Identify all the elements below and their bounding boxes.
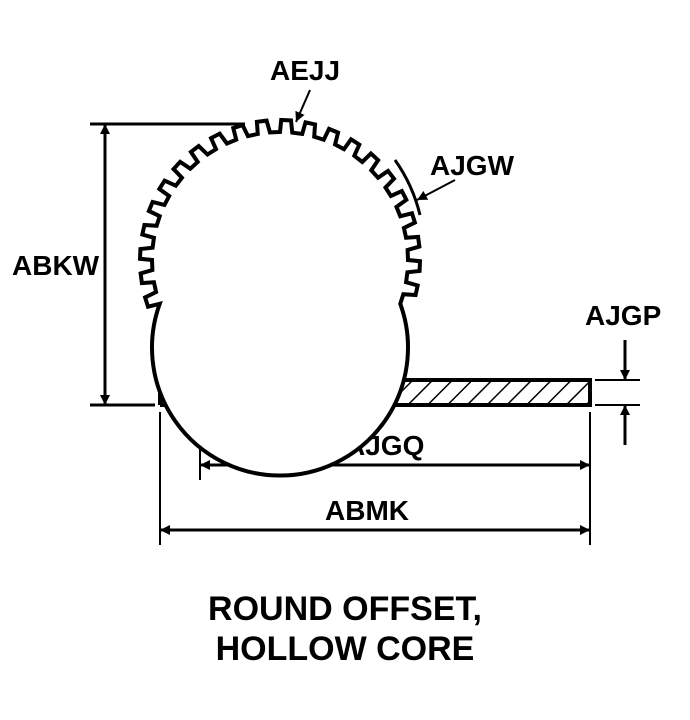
label-ajgp: AJGP [585,300,661,331]
caption-line1: ROUND OFFSET, [208,590,482,628]
label-abmk: ABMK [325,495,409,526]
aejj-leader [296,90,310,122]
diagram-container: AEJJ AJGW ABKW AJGP AJGQ ABMK ROUND OFFS… [0,0,690,720]
ajgw-leader [417,180,455,200]
dim-ajgp [595,340,640,445]
diagram-svg: AEJJ AJGW ABKW AJGP AJGQ ABMK ROUND OFFS… [0,0,690,720]
label-abkw: ABKW [12,250,100,281]
label-aejj: AEJJ [270,55,340,86]
label-ajgw: AJGW [430,150,515,181]
caption-line2: HOLLOW CORE [216,630,475,668]
teeth-overlay [140,120,420,476]
